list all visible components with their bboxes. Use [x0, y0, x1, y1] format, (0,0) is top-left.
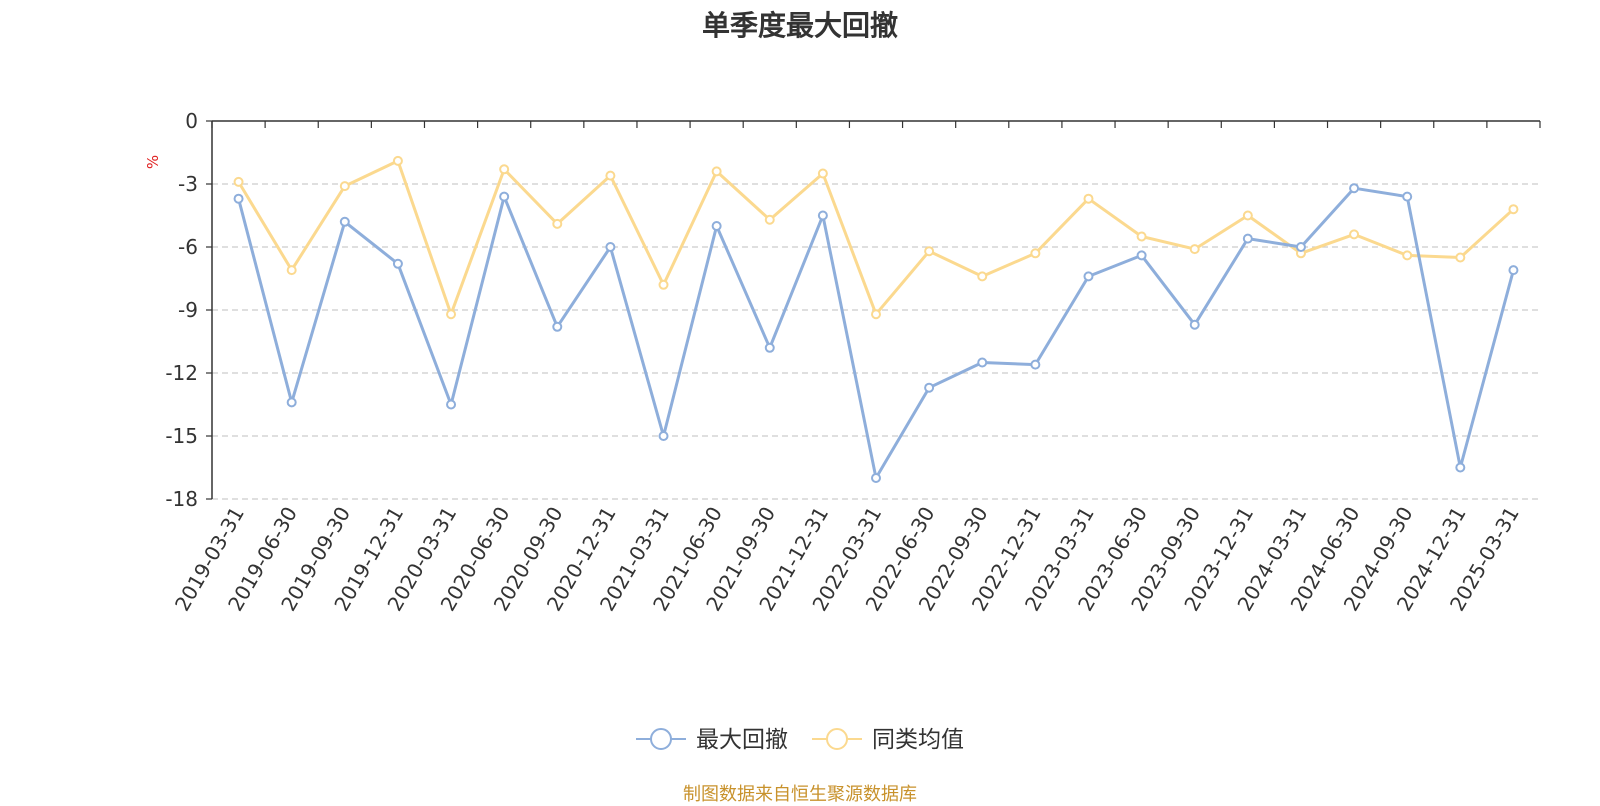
data-point [977, 271, 988, 282]
grid-lines [212, 183, 1540, 500]
data-point [286, 397, 297, 408]
series-line [237, 186, 1515, 480]
data-point [711, 166, 722, 177]
y-tick-label: -12 [165, 361, 198, 385]
y-tick-label: -15 [165, 424, 198, 448]
data-point [764, 214, 775, 225]
y-tick-label: 0 [185, 109, 198, 133]
data-point [605, 170, 616, 181]
legend-label: 最大回撤 [696, 727, 788, 753]
data-point [552, 218, 563, 229]
data-point [1030, 359, 1041, 370]
data-point [1508, 265, 1519, 276]
y-tick-label: -9 [178, 298, 198, 322]
data-point [1295, 242, 1306, 252]
y-axis-label: % [144, 155, 162, 169]
data-point [1402, 250, 1413, 261]
data-point [1030, 248, 1041, 259]
data-point [817, 168, 828, 179]
data-point [233, 193, 244, 204]
data-point [392, 258, 403, 269]
data-point [1242, 210, 1253, 221]
data-point [339, 216, 350, 227]
data-point [1083, 193, 1094, 204]
data-point [1242, 233, 1253, 244]
data-point [233, 176, 244, 187]
data-point [286, 265, 297, 276]
axes: 0-3-6-9-12-15-18%2019-03-312019-06-30201… [144, 109, 1541, 615]
data-point [1508, 204, 1519, 215]
data-point [1455, 462, 1466, 473]
data-point [1455, 252, 1466, 263]
y-tick-label: -3 [178, 172, 198, 196]
y-tick-label: -18 [165, 487, 198, 511]
data-point [339, 181, 350, 192]
data-point [924, 246, 935, 257]
data-point [924, 382, 935, 393]
chart-title: 单季度最大回撤 [701, 9, 898, 42]
data-point [871, 473, 881, 483]
data-point [446, 309, 457, 320]
data-point [764, 342, 775, 353]
data-point [605, 242, 616, 252]
data-point [658, 431, 669, 441]
legend: 最大回撤 同类均值 [636, 727, 964, 753]
y-tick-label: -6 [178, 235, 198, 259]
data-point [1402, 191, 1413, 202]
legend-marker [650, 728, 672, 750]
data-point [446, 399, 457, 410]
data-point [711, 221, 722, 231]
data-point [1189, 244, 1200, 255]
series-lines [233, 155, 1519, 483]
data-point [1136, 250, 1147, 261]
data-point [1349, 229, 1360, 240]
data-point [1136, 231, 1147, 242]
data-point [658, 279, 669, 290]
data-point [817, 210, 828, 221]
data-point [392, 155, 403, 166]
legend-marker [826, 728, 848, 750]
data-point [1189, 319, 1200, 330]
data-point [499, 191, 510, 202]
data-point [499, 164, 510, 175]
data-point [1083, 271, 1094, 282]
data-source-note: 制图数据来自恒生聚源数据库 [683, 784, 917, 805]
data-point [552, 321, 563, 332]
data-point [1349, 183, 1360, 194]
data-point [977, 357, 988, 368]
data-point [871, 309, 881, 320]
legend-label: 同类均值 [872, 727, 964, 753]
